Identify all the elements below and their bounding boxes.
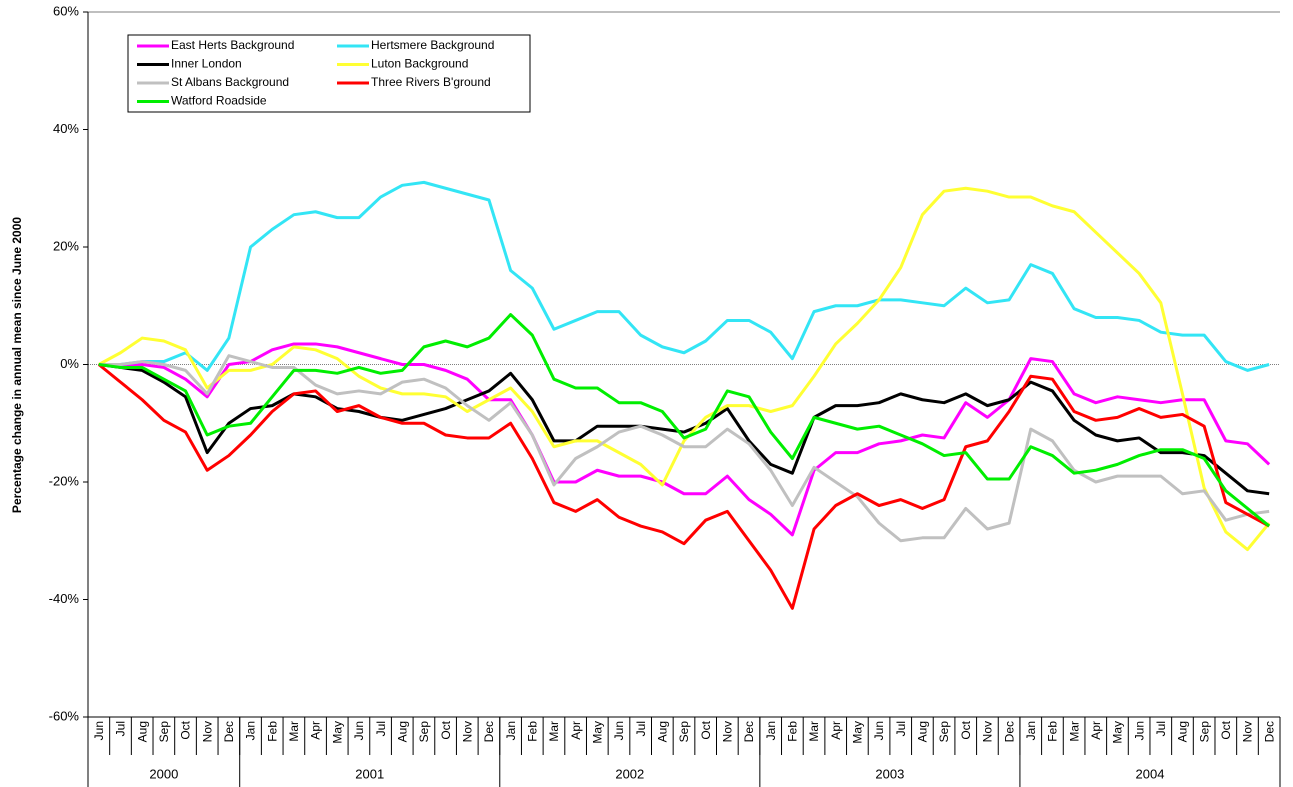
x-tick-label: May: [851, 721, 865, 744]
x-tick-label: Aug: [916, 721, 930, 742]
x-tick-label: Feb: [525, 721, 539, 742]
x-tick-label: Sep: [677, 721, 691, 743]
legend-label: St Albans Background: [171, 75, 289, 89]
x-tick-label: Sep: [937, 721, 951, 743]
y-tick-label: 60%: [53, 3, 79, 18]
x-tick-label: Nov: [981, 721, 995, 742]
series-line: [98, 313, 1271, 528]
x-tick-label: Jul: [374, 721, 388, 736]
group-label: 2003: [875, 766, 904, 781]
x-tick-label: Apr: [1089, 721, 1103, 740]
x-tick-label: Oct: [959, 720, 973, 739]
x-tick-label: Nov: [200, 721, 214, 742]
series-line: [97, 363, 1270, 610]
x-tick-label: Jul: [1154, 721, 1168, 736]
y-tick-label: 40%: [53, 121, 79, 136]
y-axis-title: Percentage change in annual mean since J…: [10, 217, 24, 513]
x-tick-label: Mar: [287, 721, 301, 742]
x-tick-label: Nov: [721, 721, 735, 742]
y-tick-label: -60%: [49, 708, 80, 723]
x-tick-label: May: [330, 721, 344, 744]
x-tick-label: Jun: [612, 721, 626, 740]
y-tick-label: 20%: [53, 238, 79, 253]
x-tick-label: Aug: [655, 721, 669, 742]
x-tick-label: Sep: [157, 721, 171, 743]
x-tick-label: Dec: [742, 721, 756, 742]
x-tick-label: Jan: [1024, 721, 1038, 740]
legend-box: [127, 34, 531, 113]
x-tick-label: Jul: [634, 721, 648, 736]
x-tick-label: Mar: [1067, 721, 1081, 742]
x-tick-label: May: [590, 721, 604, 744]
legend-label: Three Rivers B'ground: [371, 75, 491, 89]
legend-label: Watford Roadside: [171, 94, 267, 108]
x-tick-label: Feb: [265, 721, 279, 742]
x-tick-label: Jun: [1132, 721, 1146, 740]
series-line: [98, 186, 1271, 552]
x-tick-label: Oct: [699, 720, 713, 739]
x-tick-label: Jan: [244, 721, 258, 740]
x-tick-label: Feb: [786, 721, 800, 742]
group-label: 2002: [615, 766, 644, 781]
series-line: [98, 354, 1270, 543]
x-tick-label: Jan: [504, 721, 518, 740]
x-tick-label: Nov: [1241, 721, 1255, 742]
x-tick-label: Apr: [309, 721, 323, 740]
y-tick-label: -40%: [49, 591, 80, 606]
series-line: [98, 363, 1270, 496]
x-tick-label: Jan: [764, 721, 778, 740]
series-line: [98, 342, 1271, 537]
x-tick-label: Dec: [222, 721, 236, 742]
y-tick-label: -20%: [49, 473, 80, 488]
x-tick-label: Aug: [1176, 721, 1190, 742]
x-tick-label: Dec: [482, 721, 496, 742]
x-tick-label: Apr: [569, 721, 583, 740]
x-tick-label: Feb: [1046, 721, 1060, 742]
x-tick-label: May: [1111, 721, 1125, 744]
x-tick-label: Jun: [92, 721, 106, 740]
x-tick-label: Jun: [352, 721, 366, 740]
x-tick-label: Sep: [417, 721, 431, 743]
x-tick-label: Nov: [460, 721, 474, 742]
group-label: 2000: [149, 766, 178, 781]
x-tick-label: Dec: [1262, 721, 1276, 742]
legend-label: Hertsmere Background: [371, 38, 494, 52]
x-tick-label: Aug: [135, 721, 149, 742]
legend-label: Luton Background: [371, 57, 468, 71]
x-tick-label: Jul: [894, 721, 908, 736]
x-tick-label: Oct: [179, 720, 193, 739]
x-tick-label: Mar: [807, 721, 821, 742]
group-label: 2004: [1136, 766, 1165, 781]
x-tick-label: Sep: [1197, 721, 1211, 743]
x-tick-label: Jul: [114, 721, 128, 736]
group-label: 2001: [355, 766, 384, 781]
y-tick-label: 0%: [60, 356, 79, 371]
legend-label: Inner London: [171, 57, 242, 71]
x-tick-label: Apr: [829, 721, 843, 740]
legend-label: East Herts Background: [171, 38, 294, 52]
x-tick-label: Dec: [1002, 721, 1016, 742]
x-tick-label: Oct: [1219, 720, 1233, 739]
x-tick-label: Aug: [395, 721, 409, 742]
x-tick-label: Jun: [872, 721, 886, 740]
series-line: [98, 180, 1270, 372]
x-tick-label: Oct: [439, 720, 453, 739]
x-tick-label: Mar: [547, 721, 561, 742]
